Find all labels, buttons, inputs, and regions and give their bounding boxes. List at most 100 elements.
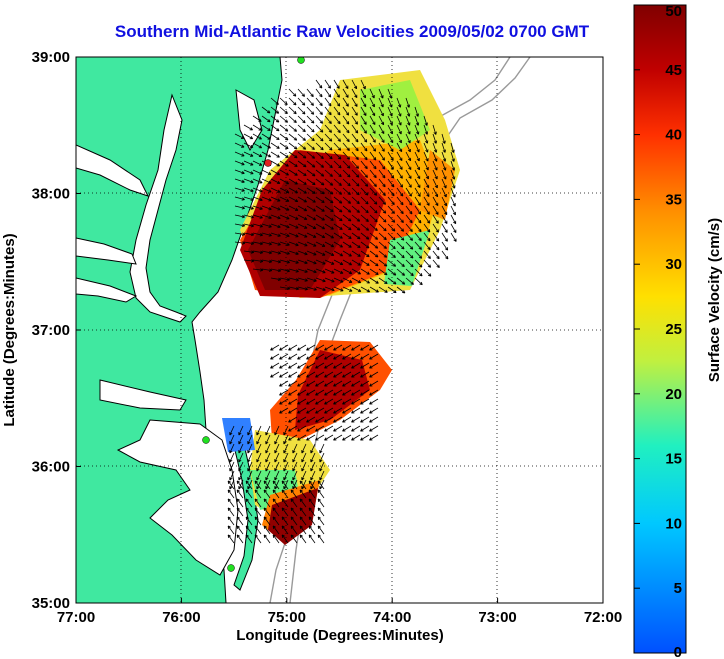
velocity-arrow [405,205,413,215]
velocity-arrow [254,498,262,508]
velocity-arrow [360,178,369,187]
velocity-arrow [292,479,298,490]
velocity-arrow [297,353,307,360]
velocity-arrow [263,534,271,544]
velocity-arrow [396,115,402,126]
velocity-arrow [333,88,340,98]
velocity-arrow [315,88,323,98]
velocity-arrow [342,241,352,248]
velocity-arrow [243,142,254,148]
velocity-arrow [360,380,370,387]
velocity-arrow [315,133,324,142]
velocity-arrow [432,151,438,162]
velocity-arrow [283,479,289,490]
velocity-arrow [360,196,369,205]
velocity-arrow [306,223,317,229]
velocity-arrow [274,470,280,481]
colorbar-tick-label: 45 [665,62,682,79]
velocity-arrow [306,434,316,441]
velocity-arrow [243,214,254,219]
velocity-arrow [405,115,411,126]
velocity-arrow [360,389,370,396]
velocity-arrow [243,205,254,210]
velocity-arrow [279,205,290,211]
colorbar-tick-label: 5 [674,580,682,597]
velocity-arrow [308,516,316,526]
velocity-arrow [396,241,405,250]
velocity-arrow [414,187,421,197]
velocity-arrow [315,97,323,107]
velocity-arrow [306,398,316,405]
velocity-arrow [274,452,280,463]
velocity-arrow [229,452,235,463]
velocity-arrow [387,151,394,161]
velocity-arrow [360,371,370,378]
velocity-arrow [288,223,299,229]
velocity-arrow [247,470,253,481]
velocity-arrow [432,241,440,251]
velocity-arrow [238,443,244,454]
velocity-arrow [324,205,334,213]
velocity-arrow [351,398,361,405]
velocity-arrow [324,142,333,151]
velocity-arrow [272,480,280,490]
velocity-arrow [441,169,447,180]
velocity-arrow [308,489,316,499]
velocity-arrow [333,97,341,107]
velocity-arrow [423,232,431,242]
velocity-arrow [279,97,288,106]
velocity-arrow [256,425,262,436]
velocity-arrow [342,115,350,125]
velocity-arrow [414,241,422,250]
velocity-arrow [396,187,404,197]
velocity-arrow [405,142,411,153]
velocity-arrow [310,470,316,481]
velocity-arrow [369,371,379,378]
velocity-arrow [252,124,262,131]
velocity-arrow [342,178,351,187]
velocity-arrow [351,277,362,284]
velocity-arrow [317,516,325,526]
velocity-arrow [369,362,379,369]
velocity-arrow [288,214,299,220]
velocity-arrow [342,259,353,266]
velocity-arrow [414,268,423,277]
velocity-arrow [351,88,358,99]
velocity-arrow [360,205,369,214]
velocity-arrow [308,534,316,544]
velocity-arrow [263,480,271,490]
velocity-arrow [369,353,379,360]
velocity-arrow [342,416,352,423]
velocity-arrow [324,214,334,221]
velocity-arrow [351,205,360,213]
velocity-arrow [306,344,316,351]
velocity-arrow [252,115,262,122]
velocity-arrow [396,169,403,179]
station-marker [297,57,305,64]
velocity-arrow [360,277,370,284]
velocity-arrow [414,277,423,286]
velocity-arrow [324,178,334,186]
velocity-arrow [441,142,446,153]
velocity-arrow [378,124,385,135]
velocity-arrow [423,160,429,171]
velocity-arrow [317,525,325,535]
velocity-arrow [261,106,271,114]
velocity-arrow [351,268,362,275]
velocity-arrow [450,232,457,242]
velocity-arrow [360,214,369,222]
colorbar-tick-label: 25 [665,321,682,338]
velocity-arrow [396,259,405,268]
velocity-arrow [315,241,326,247]
velocity-arrow [306,371,316,378]
velocity-arrow [301,470,307,481]
velocity-arrow [279,353,289,360]
velocity-arrow [297,286,308,291]
velocity-arrow [450,169,456,180]
velocity-arrow [351,178,360,187]
velocity-arrow [315,344,325,351]
velocity-arrow [378,196,387,205]
velocity-arrow [310,479,316,490]
velocity-arrow [324,344,334,351]
colorbar-tick-label: 15 [665,451,682,468]
